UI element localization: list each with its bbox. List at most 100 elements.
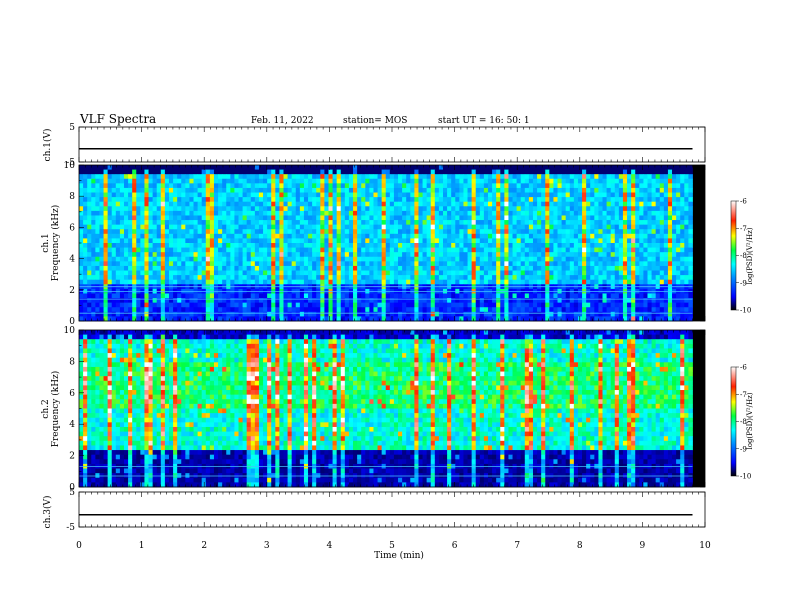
spectrogram-cell xyxy=(205,261,211,267)
spectrogram-cell xyxy=(676,252,681,258)
spectrogram-cell xyxy=(414,252,419,258)
spectrogram-cell xyxy=(438,307,444,313)
spectrogram-cell xyxy=(512,302,518,308)
spectrogram-cell xyxy=(83,243,88,248)
spectrogram-cell xyxy=(136,238,141,244)
spectrogram-cell xyxy=(267,270,272,276)
spectrogram-cell xyxy=(173,261,178,267)
spectrogram-cell xyxy=(119,197,125,203)
spectrogram-cell xyxy=(447,210,452,216)
spectrogram-cell xyxy=(471,224,477,230)
spectrogram-cell xyxy=(651,169,657,175)
spectrogram-cell xyxy=(324,293,329,299)
spectrogram-cell xyxy=(614,243,620,248)
spectrogram-cell xyxy=(328,247,333,253)
spectrogram-cell xyxy=(389,187,395,193)
spectrogram-cell xyxy=(586,215,591,221)
spectrogram-cell xyxy=(111,275,117,281)
spectrogram-cell xyxy=(688,197,693,203)
spectrogram-cell xyxy=(528,298,534,304)
spectrogram-cell xyxy=(152,165,158,170)
spectrogram-cell xyxy=(684,215,689,221)
spectrogram-cell xyxy=(426,279,432,285)
spectrogram-cell xyxy=(279,224,284,230)
spectrogram-cell xyxy=(181,243,186,248)
spectrogram-cell xyxy=(447,192,452,198)
spectrogram-cell xyxy=(295,224,301,230)
spectrogram-cell xyxy=(353,169,358,175)
spectrogram-cell xyxy=(557,220,562,226)
spectrogram-cell xyxy=(164,183,170,189)
spectrogram-cell xyxy=(201,243,207,248)
spectrogram-cell xyxy=(565,298,571,304)
spectrogram-cell xyxy=(541,256,546,262)
spectrogram-cell xyxy=(271,169,276,175)
spectrogram-cell xyxy=(258,192,264,198)
spectrogram-cell xyxy=(639,197,644,203)
spectrogram-cell xyxy=(336,279,342,285)
spectrogram-cell xyxy=(483,293,489,299)
spectrogram-cell xyxy=(643,243,648,248)
spectrogram-cell xyxy=(91,187,96,193)
spectrogram-cell xyxy=(140,169,145,175)
spectrogram-cell xyxy=(426,307,432,313)
spectrogram-cell xyxy=(115,197,121,203)
spectrogram-cell xyxy=(631,229,636,235)
spectrogram-cell xyxy=(377,169,383,175)
spectrogram-cell xyxy=(651,293,657,299)
spectrogram-cell xyxy=(577,201,583,207)
spectrogram-cell xyxy=(414,261,419,267)
spectrogram-cell xyxy=(95,270,100,276)
spectrogram-cell xyxy=(561,270,567,276)
spectrogram-cell xyxy=(181,252,186,258)
spectrogram-cell xyxy=(193,270,199,276)
spectrogram-cell xyxy=(209,256,215,262)
spectrogram-cell xyxy=(213,229,219,235)
spectrogram-cell xyxy=(410,210,415,216)
spectrogram-cell xyxy=(160,229,166,235)
spectrogram-cell xyxy=(528,201,534,207)
spectrogram-cell xyxy=(614,275,620,281)
spectrogram-cell xyxy=(672,238,677,244)
spectrogram-cell xyxy=(230,224,235,230)
spectrogram-cell xyxy=(365,174,370,180)
spectrogram-cell xyxy=(430,215,436,221)
spectrogram-cell xyxy=(406,261,411,267)
spectrogram-cell xyxy=(676,261,681,267)
spectrogram-cell xyxy=(500,302,505,308)
spectrogram-cell xyxy=(209,197,215,203)
spectrogram-cell xyxy=(512,229,518,235)
spectrogram-cell xyxy=(173,270,178,276)
spectrogram-cell xyxy=(483,252,489,258)
spectrogram-cell xyxy=(254,224,260,230)
spectrogram-cell xyxy=(528,261,534,267)
spectrogram-cell xyxy=(201,302,207,308)
spectrogram-cell xyxy=(144,298,149,304)
spectrogram-cell xyxy=(451,238,456,244)
spectrogram-cell xyxy=(451,210,456,216)
spectrogram-cell xyxy=(586,178,591,184)
spectrogram-cell xyxy=(152,192,158,198)
spectrogram-cell xyxy=(614,215,620,221)
spectrogram-cell xyxy=(254,302,260,308)
spectrogram-cell xyxy=(316,243,321,248)
spectrogram-cell xyxy=(377,201,383,207)
spectrogram-cell xyxy=(132,187,137,193)
spectrogram-cell xyxy=(520,247,526,253)
spectrogram-cell xyxy=(487,229,493,235)
spectrogram-cell xyxy=(99,307,104,313)
spectrogram-cell xyxy=(561,165,567,170)
spectrogram-cell xyxy=(263,174,268,180)
spectrogram-cell xyxy=(614,279,620,285)
spectrogram-cell xyxy=(275,187,280,193)
spectrogram-cell xyxy=(287,197,293,203)
spectrogram-cell xyxy=(582,224,587,230)
spectrogram-cell xyxy=(357,197,362,203)
spectrogram-cell xyxy=(614,229,620,235)
spectrogram-cell xyxy=(451,261,456,267)
spectrogram-cell xyxy=(197,298,203,304)
spectrogram-cell xyxy=(443,197,448,203)
spectrogram-cell xyxy=(267,233,272,239)
spectrogram-cell xyxy=(451,229,456,235)
spectrogram-cell xyxy=(348,247,354,253)
